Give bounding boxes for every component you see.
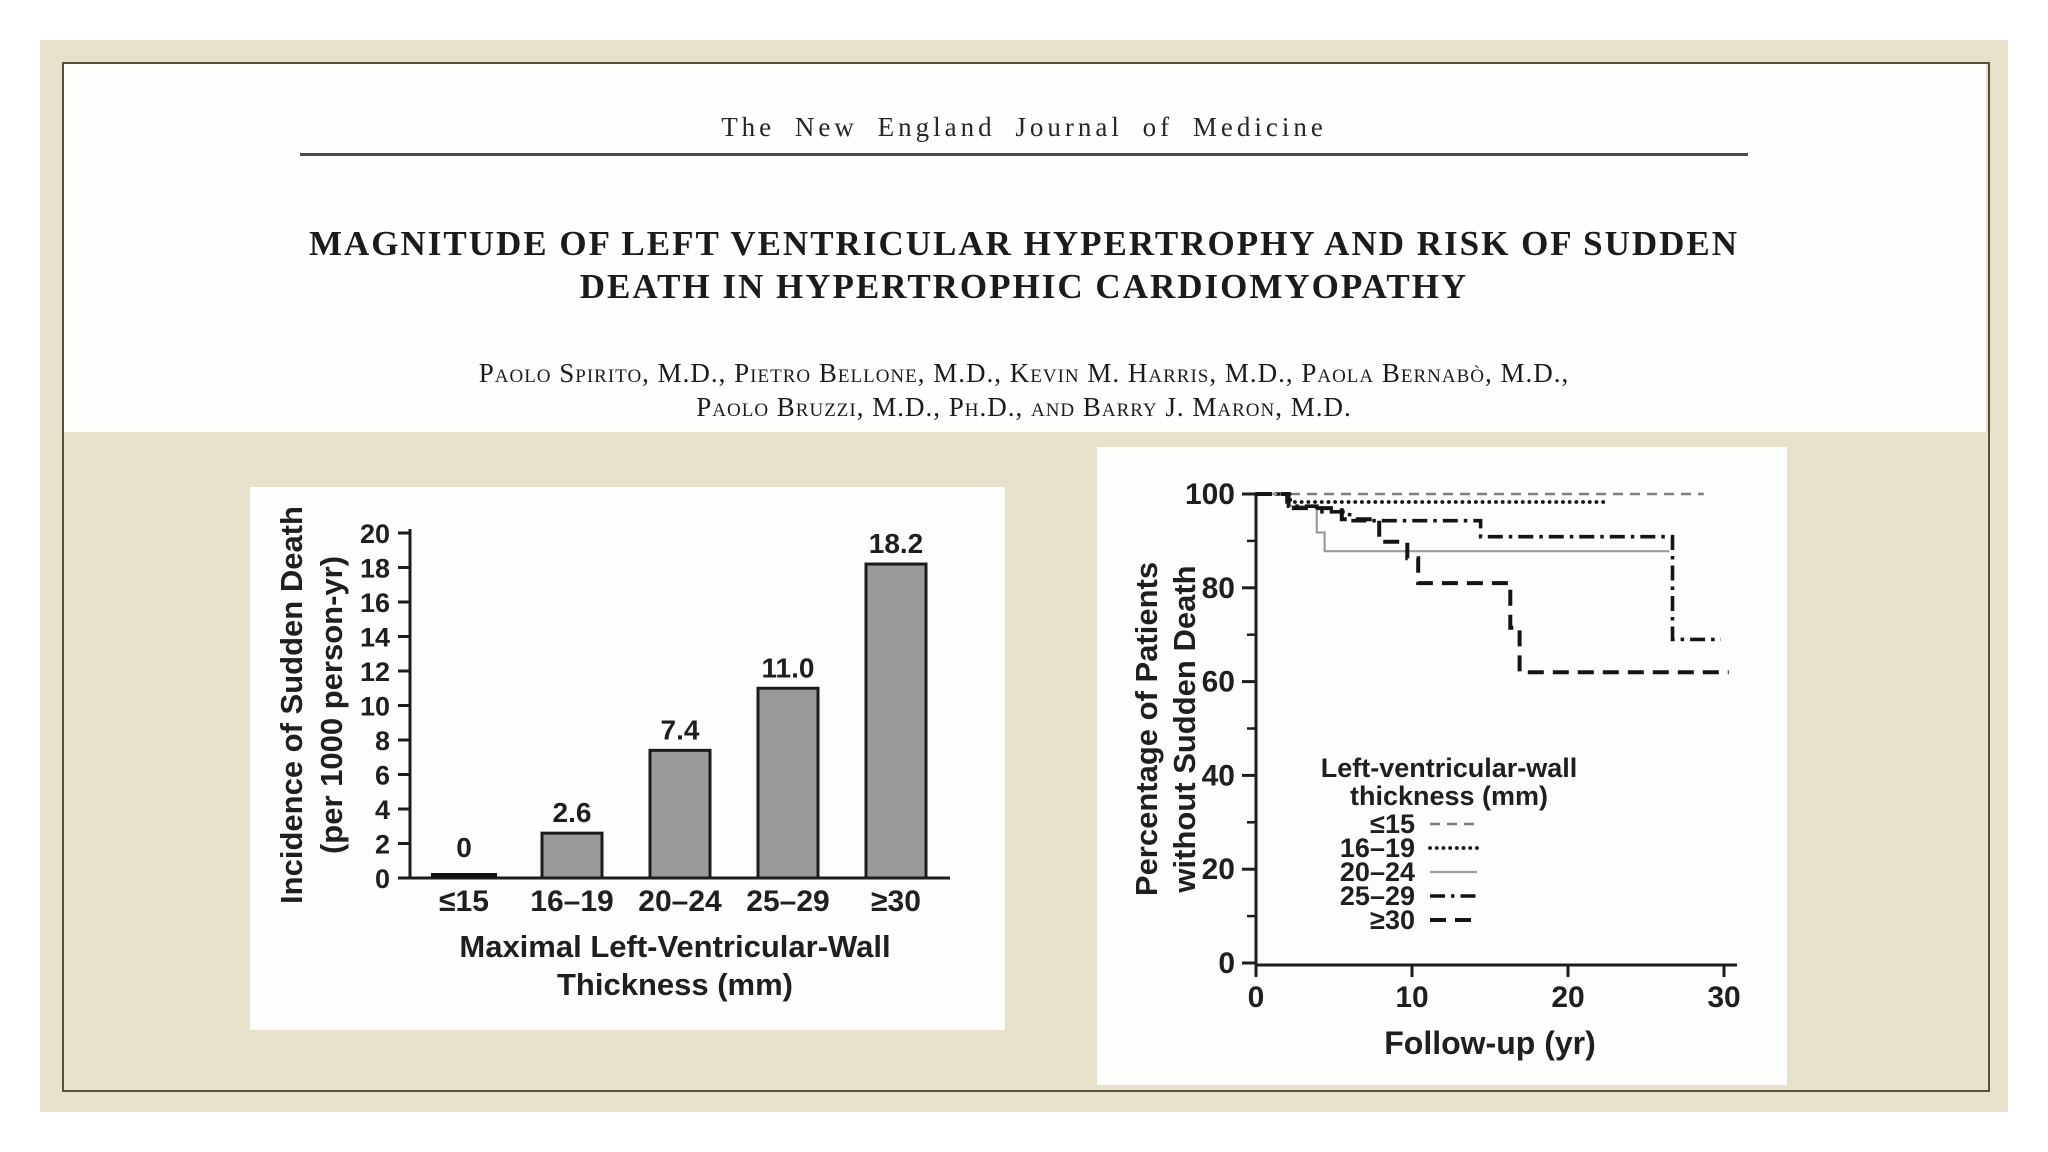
y-tick-label: 12 [360,657,390,687]
y-tick-label: 18 [360,554,390,584]
x-tick-label: 0 [1248,981,1265,1014]
authors-line1: Paolo Spirito, M.D., Pietro Bellone, M.D… [478,358,1570,388]
y-tick-label: 20 [1202,853,1235,886]
y-axis-title-line1: Percentage of Patients [1129,562,1164,896]
y-tick-label: 16 [360,588,390,618]
article-title-line1: MAGNITUDE OF LEFT VENTRICULAR HYPERTROPH… [308,224,1740,263]
authors-line2: Paolo Bruzzi, M.D., Ph.D., and Barry J. … [696,392,1352,422]
article-title-line2: DEATH IN HYPERTROPHIC CARDIOMYOPATHY [579,267,1469,306]
x-tick-label: 20–24 [638,885,722,918]
x-tick-label: 16–19 [530,885,613,918]
article-authors: Paolo Spirito, M.D., Pietro Bellone, M.D… [0,356,2048,424]
bar [648,748,712,880]
y-tick-label: 4 [375,795,390,825]
article-header [64,64,1986,432]
x-tick-label: ≤15 [439,885,489,918]
y-tick-label: 6 [375,761,390,791]
bar-value-label: 2.6 [553,797,592,828]
x-tick-label: ≥30 [871,885,921,918]
y-tick-label: 40 [1202,759,1235,792]
bar-chart-figure: 0 2 4 6 8 10 12 14 16 18 20 0 ≤15 2.6 16–19 7.4 20–24 11.… [274,506,950,1002]
y-tick-label: 14 [360,623,390,653]
x-tick-label: 20 [1551,981,1584,1014]
y-tick-label: 60 [1202,666,1235,699]
km-axis-titles: Follow-up (yr) Percentage of Patients with… [1129,562,1596,1061]
legend-title-line1: Left-ventricular-wall [1321,753,1578,783]
article-title: MAGNITUDE OF LEFT VENTRICULAR HYPERTROPH… [0,222,2048,308]
x-tick-label: 30 [1707,981,1740,1014]
km-curve-30 [1256,492,1729,675]
legend-label: ≤15 [1370,809,1415,839]
y-tick-label: 2 [375,830,390,860]
km-curves [1254,492,1729,675]
legend-label: 16–19 [1340,833,1415,863]
bar-value-label: 11.0 [762,652,815,683]
journal-name: The New England Journal of Medicine [721,112,1327,142]
x-tick-label: 25–29 [746,885,829,918]
x-axis-title-line1: Maximal Left-Ventricular-Wall [459,929,890,964]
y-tick-label: 10 [360,692,390,722]
bar [864,562,928,880]
legend-label: 20–24 [1340,857,1415,887]
bar-axes: 0 2 4 6 8 10 12 14 16 18 20 [360,519,950,894]
y-axis-title-line2: (per 1000 person-yr) [314,556,349,854]
x-tick-label: 10 [1395,981,1428,1014]
x-axis-title: Follow-up (yr) [1384,1025,1596,1061]
y-tick-label: 0 [1218,947,1235,980]
bar-value-label: 7.4 [661,714,700,745]
y-tick-label: 0 [375,864,390,894]
y-tick-label: 100 [1185,478,1235,511]
bar-chart-card: 0 2 4 6 8 10 12 14 16 18 20 0 ≤15 2.6 16–19 7.4 20–24 11.… [250,487,1005,1030]
legend-label: 25–29 [1340,881,1415,911]
bar-series: 0 ≤15 2.6 16–19 7.4 20–24 11.0 25–29 18.2 ≥30 [431,528,928,918]
bar [756,686,820,880]
km-chart-figure: 0 20 40 60 80 100 0 10 20 30 Follow-up (yr) Percent… [1129,478,1741,1061]
y-tick-label: 20 [360,519,390,549]
header-rule [300,153,1748,156]
y-axis-title-line1: Incidence of Sudden Death [274,506,309,904]
bar [431,873,497,878]
bar-value-label: 0 [456,832,472,863]
km-chart-card: 0 20 40 60 80 100 0 10 20 30 Follow-up (yr) Percent… [1097,447,1787,1085]
bar [540,831,604,880]
km-axes: 0 20 40 60 80 100 0 10 20 30 [1185,478,1741,1014]
y-tick-label: 8 [375,726,390,756]
bar-value-label: 18.2 [869,528,924,559]
x-axis-title-line2: Thickness (mm) [557,967,793,1002]
legend-title-line2: thickness (mm) [1350,781,1548,811]
y-axis-title-line2: without Sudden Death [1167,565,1202,893]
km-curve-2529 [1256,492,1721,642]
y-tick-label: 80 [1202,572,1235,605]
legend-label: ≥30 [1370,905,1415,935]
